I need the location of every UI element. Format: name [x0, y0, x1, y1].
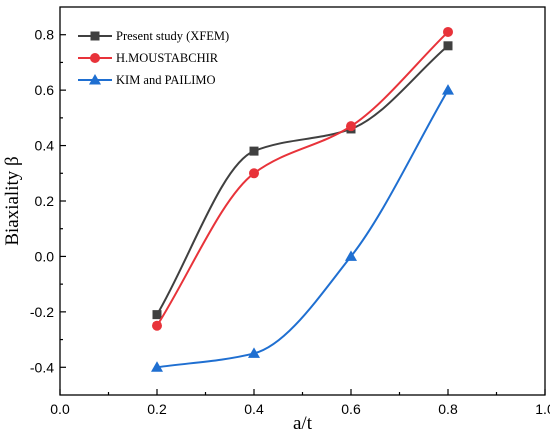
legend-item: Present study (XFEM) — [78, 29, 229, 43]
x-tick-label: 0.8 — [438, 401, 458, 417]
data-point — [443, 26, 453, 37]
y-tick-label: -0.4 — [30, 359, 54, 375]
series-3 — [151, 84, 454, 372]
y-axis-title: Biaxiality β — [2, 156, 23, 245]
series-line — [156, 89, 449, 369]
plot-frame — [59, 6, 546, 396]
y-tick-label: 0.8 — [35, 27, 55, 43]
data-point — [151, 361, 163, 372]
x-axis-ticks: 0.0 0.2 0.4 0.6 0.8 1.0 — [50, 389, 550, 417]
legend-item: KIM and PAILIMO — [78, 73, 216, 87]
legend-marker — [89, 74, 101, 85]
series-line — [156, 45, 449, 316]
legend-label: Present study (XFEM) — [116, 29, 229, 43]
x-axis-title: a/t — [293, 413, 313, 434]
y-tick-label: 0.2 — [35, 193, 55, 209]
x-tick-label: 1.0 — [535, 401, 550, 417]
series-layer — [151, 26, 454, 372]
data-point — [345, 250, 357, 261]
data-point — [249, 146, 259, 156]
x-tick-label: 0.2 — [147, 401, 167, 417]
legend-label: H.MOUSTABCHIR — [116, 51, 219, 65]
x-tick-label: 0.4 — [244, 401, 264, 417]
legend-marker — [90, 53, 100, 63]
series-line — [156, 31, 449, 327]
y-axis-ticks: -0.4 -0.2 0.0 0.2 0.4 0.6 0.8 — [30, 27, 66, 375]
x-tick-label: 0.0 — [50, 401, 70, 417]
y-tick-label: 0.4 — [35, 138, 55, 154]
data-point — [249, 168, 259, 179]
legend-label: KIM and PAILIMO — [116, 73, 216, 87]
data-point — [346, 121, 356, 132]
data-point — [152, 310, 162, 320]
legend-item: H.MOUSTABCHIR — [78, 51, 219, 65]
data-point — [442, 84, 454, 95]
y-tick-label: 0.0 — [35, 248, 55, 264]
series-2 — [152, 26, 453, 331]
legend: Present study (XFEM) H.MOUSTABCHIR KIM and… — [78, 29, 229, 87]
legend-marker — [90, 31, 100, 41]
y-tick-label: -0.2 — [30, 304, 54, 320]
y-tick-label: 0.6 — [35, 82, 55, 98]
data-point — [443, 41, 453, 51]
data-point — [152, 320, 162, 331]
data-point — [248, 347, 260, 358]
x-tick-label: 0.6 — [341, 401, 361, 417]
